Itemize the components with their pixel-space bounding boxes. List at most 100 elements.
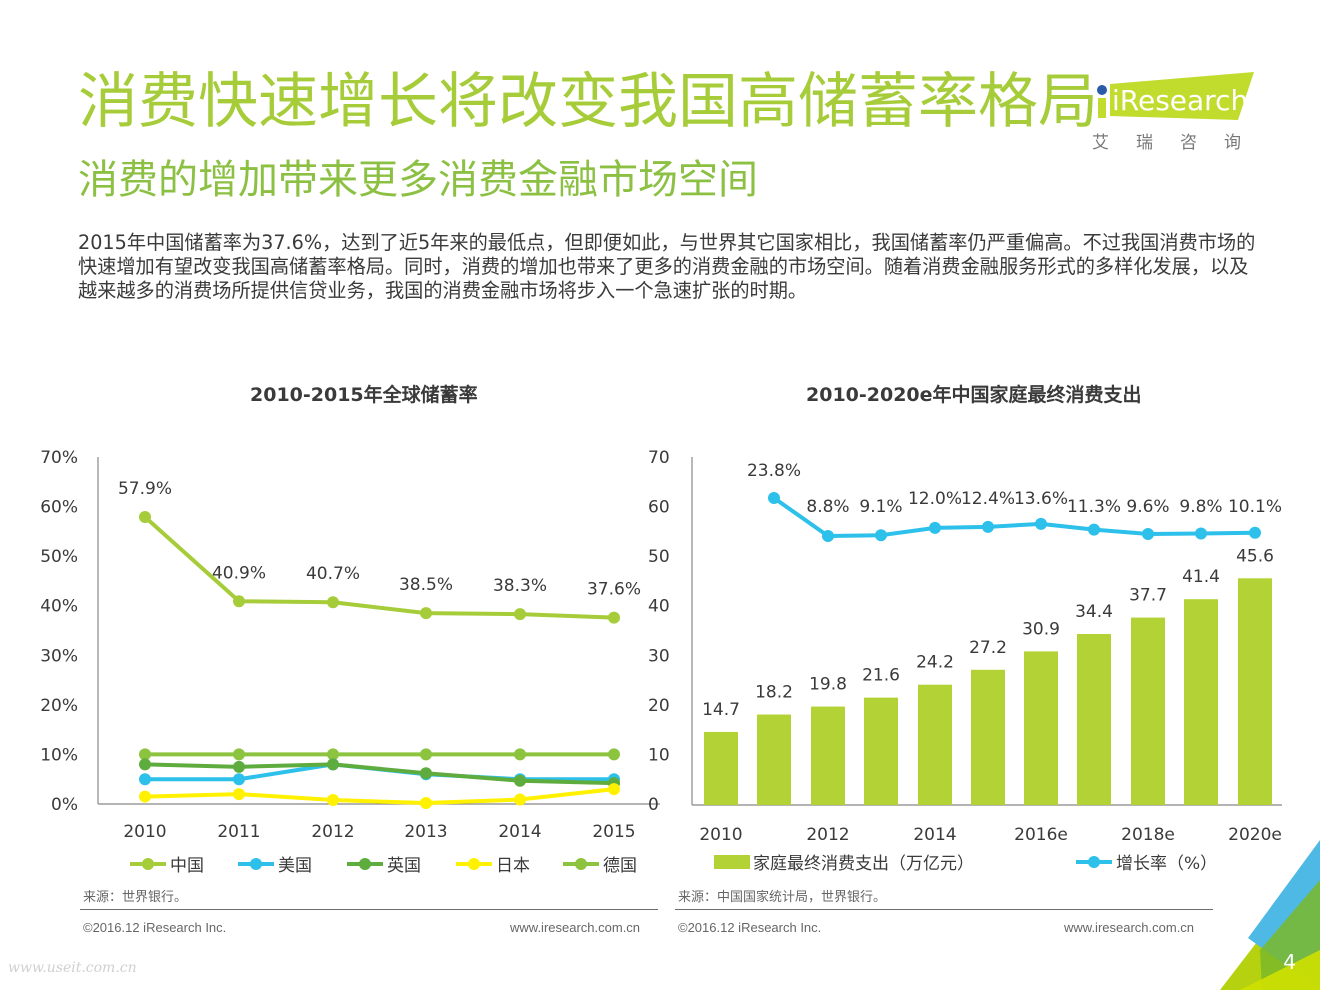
chart1-ytick-right: 60 (648, 498, 670, 518)
legend-marker-usa (250, 858, 262, 870)
chart2-growth-label: 9.8% (1179, 497, 1222, 517)
chart1-ytick-left: 0% (51, 795, 78, 815)
chart2-xtick: 2012 (806, 825, 849, 845)
chart1-point-uk (233, 760, 245, 773)
chart2-xtick: 2018e (1121, 825, 1175, 845)
chart2-growth-point (822, 530, 834, 542)
chart2-title: 2010-2020e年中国家庭最终消费支出 (806, 384, 1142, 406)
chart1-data-label: 37.6% (587, 580, 641, 600)
chart2-growth-point (1195, 527, 1207, 540)
chart2-bar-label: 45.6 (1236, 546, 1274, 566)
chart2-bar-label: 27.2 (969, 638, 1007, 658)
chart1-point-germany (608, 748, 620, 761)
chart2-bar (704, 731, 738, 805)
legend-label-germany: 德国 (603, 856, 637, 876)
divider-left (80, 909, 658, 910)
chart2-growth-point (982, 520, 994, 533)
website-left[interactable]: www.iresearch.com.cn (510, 920, 641, 935)
chart1-point-japan (233, 788, 245, 801)
legend-label-japan: 日本 (496, 856, 530, 876)
chart1-point-germany (420, 748, 432, 761)
chart2-bar-label: 34.4 (1075, 602, 1113, 622)
chart1-xtick: 2014 (498, 822, 541, 842)
chart1-point-china (420, 607, 432, 620)
chart2-growth-point (1142, 527, 1154, 540)
chart1-xtick: 2013 (404, 822, 447, 842)
chart2-bar (811, 706, 845, 805)
chart1-point-japan (139, 790, 151, 803)
chart1-xtick: 2011 (217, 822, 260, 842)
chart1-ytick-left: 20% (40, 696, 78, 716)
chart2-bar (1024, 651, 1058, 805)
consumption-chart: 14.7 18.2 19.8 21.6 24.2 27.2 30.9 34.4 37.7 41.4… (691, 457, 1282, 874)
chart2-growth-label: 9.1% (859, 497, 902, 517)
chart2-source: 来源：中国国家统计局，世界银行。 (678, 890, 887, 905)
legend-marker-germany (575, 858, 587, 870)
chart2-growth-label: 12.0% (908, 489, 962, 509)
chart2-growth-line (772, 496, 1256, 538)
chart2-bar-label: 37.7 (1129, 586, 1167, 606)
page-title: 消费快速增长将改变我国高储蓄率格局 (78, 67, 1098, 137)
legend-label-bar: 家庭最终消费支出（万亿元） (753, 854, 974, 874)
chart2-bar-label: 19.8 (809, 675, 847, 695)
chart1-point-china (139, 510, 151, 523)
chart1-ytick-right: 70 (648, 448, 670, 468)
chart1-ytick-left: 60% (40, 498, 78, 518)
chart2-bar (1238, 578, 1272, 805)
chart2-growth-label: 13.6% (1014, 489, 1068, 509)
chart1-xtick: 2015 (592, 822, 635, 842)
chart1-point-china (608, 611, 620, 624)
chart1-ytick-right: 40 (648, 597, 670, 617)
chart2-xtick: 2014 (913, 825, 956, 845)
chart1-point-uk (514, 774, 526, 787)
chart2-xtick: 2010 (699, 825, 742, 845)
legend-label-china: 中国 (170, 856, 204, 876)
chart1-point-germany (327, 748, 339, 761)
logo-cn-text: 艾瑞咨询 (1092, 133, 1268, 153)
chart1-data-label: 40.7% (306, 564, 360, 584)
chart2-growth-point (929, 521, 941, 534)
chart1-point-japan (327, 794, 339, 807)
chart2-bar-label: 24.2 (916, 653, 954, 673)
legend-label-growth: 增长率（%） (1116, 854, 1217, 874)
iresearch-logo: iResearch (1088, 70, 1258, 154)
chart1-point-uk (327, 758, 339, 771)
chart1-line-uk (144, 762, 615, 786)
legend-marker-china (142, 858, 154, 870)
chart1-point-uk (420, 767, 432, 780)
savings-rate-chart: 0% 0 10% 10 20% 20 30% 30 40% 40 50% 50 60% 60 70% 70 20… (40, 448, 669, 876)
website-right[interactable]: www.iresearch.com.cn (1064, 920, 1195, 935)
legend-marker-uk (359, 858, 371, 870)
chart1-point-germany (514, 748, 526, 761)
chart1-title: 2010-2015年全球储蓄率 (250, 384, 478, 406)
page-subtitle: 消费的增加带来更多消费金融市场空间 (78, 157, 758, 203)
chart1-data-label: 57.9% (118, 479, 172, 499)
chart2-xtick: 2020e (1228, 825, 1282, 845)
chart2-bar (757, 714, 791, 805)
chart1-point-germany (139, 748, 151, 761)
chart2-growth-point (1035, 517, 1047, 530)
legend-label-usa: 美国 (278, 856, 312, 876)
chart2-growth-label: 12.4% (961, 489, 1015, 509)
chart1-ytick-right: 20 (648, 696, 670, 716)
chart1-ytick-left: 50% (40, 547, 78, 567)
chart2-bar (918, 684, 952, 805)
chart2-bar (971, 669, 1005, 805)
chart1-source: 来源：世界银行。 (83, 890, 188, 905)
logo-brand-text: iResearch (1112, 84, 1248, 117)
legend-swatch-bar (714, 855, 750, 869)
page-number: 4 (1283, 950, 1296, 974)
chart2-bar (1131, 617, 1165, 805)
chart1-point-japan (420, 797, 432, 810)
watermark: www.useit.com.cn (8, 960, 137, 976)
body-paragraph: 2015年中国储蓄率为37.6%，达到了近5年来的最低点，但即便如此，与世界其它… (78, 231, 1256, 302)
chart2-growth-label: 10.1% (1228, 497, 1282, 517)
chart2-bar-label: 21.6 (862, 666, 900, 686)
chart1-xtick: 2010 (123, 822, 166, 842)
corner-decoration (1220, 840, 1320, 990)
chart1-ytick-left: 10% (40, 745, 78, 765)
chart1-point-japan (608, 783, 620, 796)
chart2-bar (1184, 599, 1218, 805)
chart1-ytick-left: 40% (40, 597, 78, 617)
